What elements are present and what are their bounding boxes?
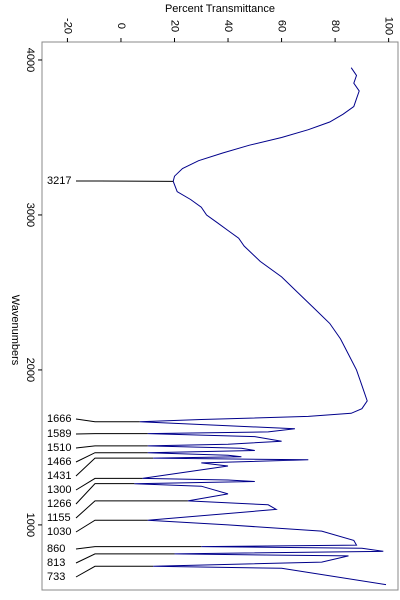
tick-label: 4000 xyxy=(24,48,36,72)
axis-title: Percent Transmittance xyxy=(165,3,275,15)
plot-frame xyxy=(41,41,399,591)
tick-label: 100 xyxy=(383,17,395,35)
tick-label: 60 xyxy=(276,20,288,32)
peak-leader xyxy=(75,418,140,423)
peak-label: 1466 xyxy=(47,456,71,468)
peak-label: 1431 xyxy=(47,470,71,482)
peak-label: 1030 xyxy=(47,526,71,538)
tick-label: 80 xyxy=(329,20,341,32)
peak-label: 1300 xyxy=(47,484,71,496)
peak-label: 733 xyxy=(47,571,65,583)
peak-leader xyxy=(75,546,202,550)
peak-label: 813 xyxy=(47,557,65,569)
tick-label: 2000 xyxy=(24,358,36,382)
peak-label: 1589 xyxy=(47,428,71,440)
tick-label: 0 xyxy=(115,23,127,29)
tick-label: 3000 xyxy=(24,203,36,227)
peak-leader xyxy=(75,445,148,449)
peak-label: 1666 xyxy=(47,413,71,425)
peak-leader xyxy=(75,477,143,491)
peak-label: 860 xyxy=(47,543,65,555)
peak-leader xyxy=(75,483,135,505)
peak-label: 1266 xyxy=(47,498,71,510)
peak-leader xyxy=(75,565,154,578)
peak-leader xyxy=(75,500,188,519)
peak-label: 1510 xyxy=(47,442,71,454)
axis-title: Wavenumbers xyxy=(9,295,21,366)
tick-label: 20 xyxy=(169,20,181,32)
peak-leader xyxy=(75,457,154,477)
tick-label: 40 xyxy=(222,20,234,32)
peak-label: 1155 xyxy=(47,512,71,524)
tick-label: -20 xyxy=(62,18,74,34)
spectrum-line xyxy=(134,67,387,586)
peak-leader xyxy=(75,519,148,533)
tick-label: 1000 xyxy=(24,513,36,537)
peak-leader xyxy=(75,452,148,463)
peak-label: 3217 xyxy=(47,175,71,187)
peak-leader xyxy=(75,553,175,564)
